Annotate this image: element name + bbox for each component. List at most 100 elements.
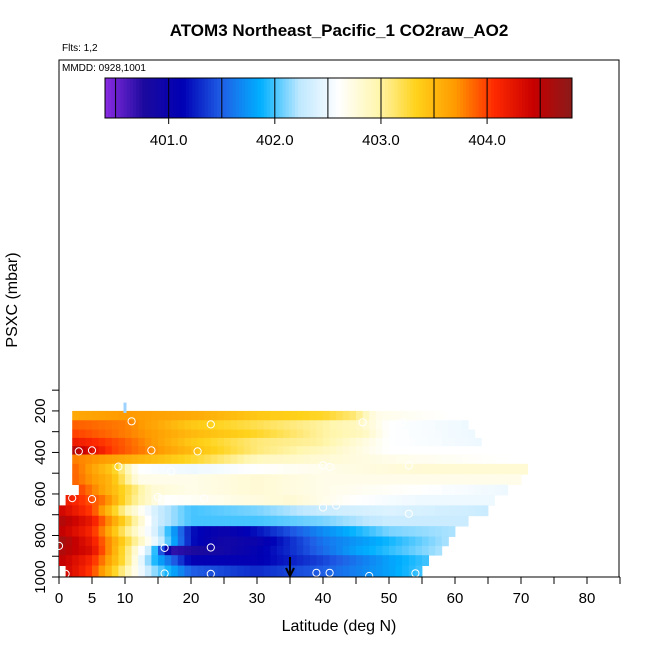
heat-cell: [283, 536, 291, 547]
colorbar-segment: [491, 78, 495, 118]
heat-cell: [435, 515, 443, 527]
heat-cell: [342, 565, 350, 578]
heat-cell: [415, 555, 423, 566]
heat-cell: [224, 429, 231, 439]
heat-cell: [349, 555, 357, 566]
heat-cell: [356, 515, 363, 527]
heat-cell: [98, 555, 106, 566]
heat-cell: [494, 454, 502, 465]
heat-cell: [435, 429, 443, 439]
heat-cell: [468, 446, 476, 455]
heat-cell: [59, 515, 66, 527]
flight-marker: [61, 411, 70, 420]
heat-cell: [270, 555, 278, 566]
heat-cell: [263, 565, 271, 578]
heat-cell: [283, 410, 291, 421]
heat-cell: [342, 429, 350, 439]
heat-cell: [448, 446, 456, 455]
heat-cell: [461, 437, 469, 447]
heat-cell: [131, 515, 139, 527]
heat-cell: [85, 536, 93, 547]
heat-cell: [224, 446, 231, 455]
heat-cell: [105, 555, 113, 566]
colorbar-segment: [385, 78, 389, 118]
heat-cell: [349, 495, 357, 506]
heat-cell: [177, 555, 185, 566]
heat-cell: [455, 454, 462, 465]
heat-cell: [158, 437, 165, 447]
heat-cell: [78, 454, 86, 465]
heat-cell: [224, 545, 231, 556]
heat-cell: [375, 545, 383, 556]
heat-cell: [118, 495, 126, 506]
heat-cell: [204, 410, 212, 421]
heat-cell: [191, 463, 198, 475]
plot-area: MMDD: 0928,1001 401.0 402.0 403.0 404.0: [54, 59, 620, 581]
heat-cell: [105, 410, 113, 421]
heat-cell: [481, 474, 489, 486]
heat-cell: [237, 526, 245, 537]
colorbar-segment: [136, 78, 140, 118]
heat-cell: [85, 545, 93, 556]
heat-cell: [184, 536, 192, 547]
heat-cell: [501, 474, 509, 486]
heat-cell: [435, 410, 443, 421]
heat-cell: [329, 526, 337, 537]
heat-cell: [468, 463, 476, 475]
heat-cell: [441, 437, 449, 447]
heat-cell: [224, 536, 231, 547]
heat-cell: [428, 454, 436, 465]
heat-cell: [349, 474, 357, 486]
heat-cell: [191, 484, 198, 496]
heat-cell: [144, 505, 152, 517]
heat-cell: [422, 474, 429, 486]
heat-cell: [85, 515, 93, 527]
heat-cell: [263, 420, 271, 430]
heat-cell: [250, 565, 258, 578]
heat-cell: [164, 505, 172, 517]
heat-cell: [184, 446, 192, 455]
heat-cell: [191, 555, 198, 566]
heat-cell: [276, 410, 284, 421]
heat-cell: [415, 505, 423, 517]
heat-cell: [369, 545, 377, 556]
colorbar-segment: [382, 78, 386, 118]
heat-cell: [197, 526, 205, 537]
heat-cell: [72, 515, 80, 527]
heat-cell: [210, 555, 218, 566]
heat-cell: [349, 484, 357, 496]
heat-cell: [177, 565, 185, 578]
heat-cell: [408, 454, 416, 465]
heat-cell: [144, 437, 152, 447]
heat-cell: [197, 474, 205, 486]
heat-cell: [382, 446, 390, 455]
heat-cell: [105, 420, 113, 430]
heat-cell: [144, 545, 152, 556]
colorbar-segment: [185, 78, 190, 118]
colorbar-segment: [307, 78, 311, 118]
heat-cell: [72, 545, 80, 556]
heat-cell: [144, 495, 152, 506]
heat-cell: [197, 463, 205, 475]
heat-cell: [204, 536, 212, 547]
heat-cell: [250, 555, 258, 566]
heat-cell: [323, 515, 330, 527]
colorbar-segment: [453, 78, 458, 118]
heat-cell: [323, 454, 330, 465]
heat-cell: [98, 505, 106, 517]
colorbar-segment: [301, 78, 305, 118]
heat-cell: [501, 463, 509, 475]
colorbar-segment: [528, 78, 533, 118]
heat-cell: [125, 526, 132, 537]
heat-cell: [125, 446, 132, 455]
heat-cell: [428, 420, 436, 430]
heat-cell: [428, 515, 436, 527]
heat-cell: [118, 565, 126, 578]
heat-cell: [441, 446, 449, 455]
heat-cell: [276, 495, 284, 506]
heat-cell: [349, 410, 357, 421]
heat-cell: [356, 495, 363, 506]
heat-cell: [243, 555, 251, 566]
heat-cell: [435, 463, 443, 475]
colorbar-segment: [466, 78, 470, 118]
